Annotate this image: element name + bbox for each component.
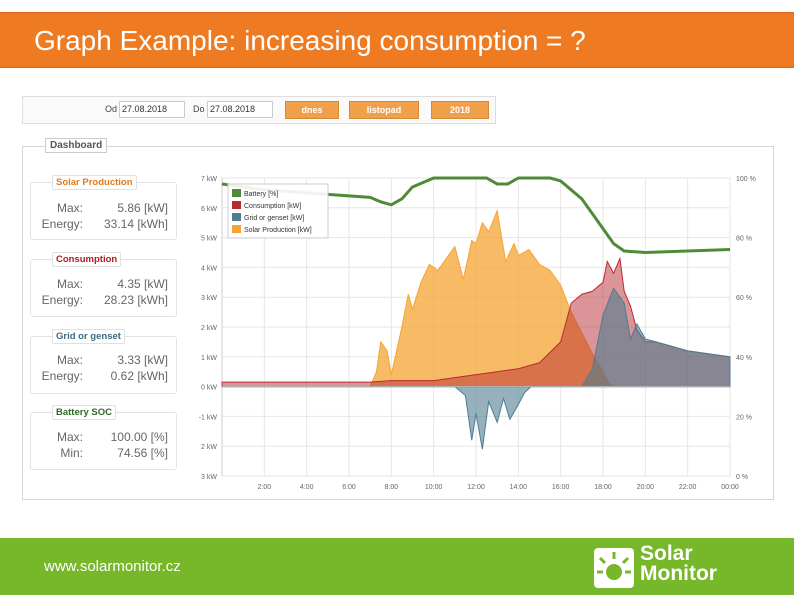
to-date-input[interactable]: 27.08.2018 <box>207 101 273 118</box>
y-left-tick-label: 3 kW <box>201 474 217 481</box>
y-left-tick-label: 5 kW <box>201 236 217 243</box>
panel-title-battery: Battery SOC <box>52 405 116 420</box>
y-right-tick-label: 20 % <box>736 414 752 421</box>
y-left-tick-label: 6 kW <box>201 206 217 213</box>
stat-panel-grid <box>30 336 177 394</box>
legend-label: Solar Production [kW] <box>244 227 312 234</box>
x-tick-label: 12:00 <box>467 484 485 491</box>
legend-box <box>227 183 329 239</box>
y-left-tick-label: 3 kW <box>201 295 217 302</box>
stat-label: Max: <box>56 353 83 367</box>
y-left-tick-label: -1 kW <box>199 414 218 421</box>
stat-label: Max: <box>56 277 83 291</box>
panel-title-grid: Grid or genset <box>52 329 125 344</box>
logo-text: Solar Monitor <box>640 542 717 585</box>
x-tick-label: 6:00 <box>342 484 356 491</box>
stat-value: 5.86 [kW] <box>117 201 168 215</box>
stat-value: 4.35 [kW] <box>117 277 168 291</box>
x-tick-label: 10:00 <box>425 484 443 491</box>
legend-label: Consumption [kW] <box>244 203 301 210</box>
year-button[interactable]: 2018 <box>431 101 489 119</box>
logo-line1: Solar <box>640 542 693 565</box>
stat-label: Energy: <box>41 293 83 307</box>
website-url: www.solarmonitor.cz <box>44 558 181 575</box>
stat-label: Max: <box>56 430 83 444</box>
stat-panel-solar <box>30 182 177 240</box>
slide-title: Graph Example: increasing consumption = … <box>34 25 586 56</box>
x-tick-label: 18:00 <box>594 484 612 491</box>
y-right-tick-label: 60 % <box>736 295 752 302</box>
dashboard-title: Dashboard <box>45 138 108 153</box>
legend-swatch <box>232 201 241 209</box>
stat-value: 100.00 [%] <box>110 430 168 444</box>
stat-panel-battery <box>30 412 177 470</box>
legend-label: Battery [%] <box>244 191 278 198</box>
x-tick-label: 00:00 <box>721 484 739 491</box>
y-left-tick-label: 2 kW <box>201 325 217 332</box>
month-button[interactable]: listopad <box>349 101 419 119</box>
y-right-tick-label: 0 % <box>736 474 748 481</box>
legend-label: Grid or genset [kW] <box>244 215 304 222</box>
from-label: Od <box>105 104 118 114</box>
x-tick-label: 4:00 <box>300 484 314 491</box>
x-tick-label: 20:00 <box>637 484 655 491</box>
legend-swatch <box>232 225 241 233</box>
slide-footer: www.solarmonitor.cz Solar Monitor <box>0 538 794 595</box>
x-tick-label: 8:00 <box>385 484 399 491</box>
x-tick-label: 14:00 <box>510 484 528 491</box>
panel-title-solar: Solar Production <box>52 175 137 190</box>
y-left-tick-label: 7 kW <box>201 176 217 183</box>
slide-header: Graph Example: increasing consumption = … <box>0 12 794 68</box>
stat-label: Max: <box>56 201 83 215</box>
date-toolbar: Od 27.08.2018 Do 27.08.2018 dnes listopa… <box>22 96 496 124</box>
x-tick-label: 16:00 <box>552 484 570 491</box>
logo-line2: Monitor <box>640 562 717 585</box>
from-date-input[interactable]: 27.08.2018 <box>119 101 185 118</box>
x-tick-label: 2:00 <box>258 484 272 491</box>
stat-label: Min: <box>60 446 83 460</box>
stat-value: 74.56 [%] <box>117 446 168 460</box>
stat-value: 3.33 [kW] <box>117 353 168 367</box>
y-left-tick-label: 4 kW <box>201 265 217 272</box>
stat-value: 0.62 [kWh] <box>110 369 168 383</box>
to-label: Do <box>193 104 205 114</box>
y-right-tick-label: 100 % <box>736 176 756 183</box>
y-right-tick-label: 80 % <box>736 236 752 243</box>
day-button[interactable]: dnes <box>285 101 339 119</box>
y-right-tick-label: 40 % <box>736 355 752 362</box>
stat-label: Energy: <box>41 217 83 231</box>
stat-panel-consumption <box>30 259 177 317</box>
stat-value: 28.23 [kWh] <box>103 293 168 307</box>
y-left-tick-label: 1 kW <box>201 355 217 362</box>
stat-value: 33.14 [kWh] <box>103 217 168 231</box>
solar-monitor-logo-icon <box>594 548 634 588</box>
y-left-tick-label: 0 kW <box>201 385 217 392</box>
legend-swatch <box>232 213 241 221</box>
legend-swatch <box>232 189 241 197</box>
x-tick-label: 22:00 <box>679 484 697 491</box>
stat-label: Energy: <box>41 369 83 383</box>
y-left-tick-label: 2 kW <box>201 444 217 451</box>
panel-title-consumption: Consumption <box>52 252 122 267</box>
